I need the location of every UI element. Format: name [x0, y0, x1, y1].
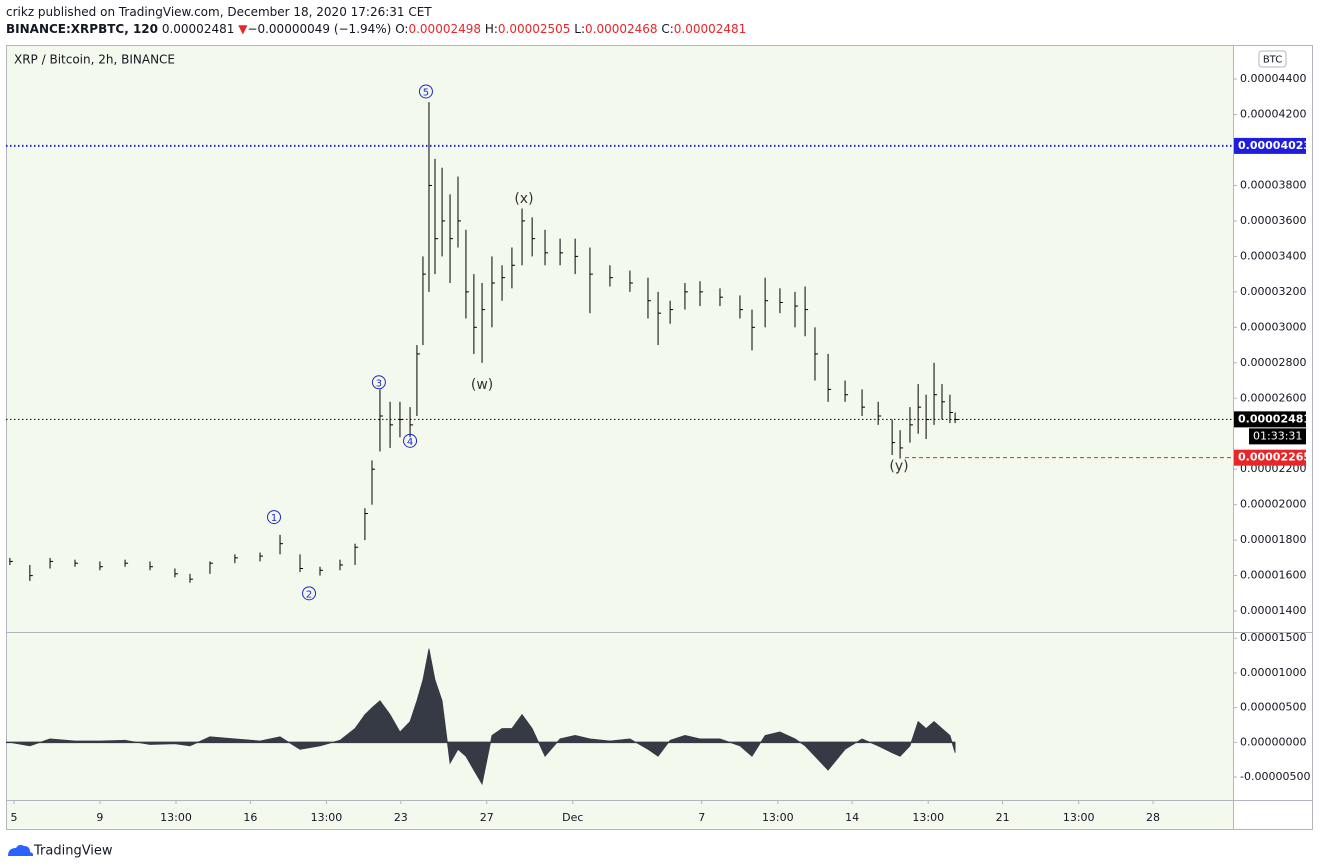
chart-border: [6, 45, 1313, 830]
y-tick-label: -0.00000500: [1240, 770, 1310, 783]
price-label-box: [1234, 449, 1306, 466]
currency-button[interactable]: [1258, 50, 1287, 68]
x-tick-label: 5: [10, 811, 17, 824]
x-tick-label: 9: [96, 811, 103, 824]
x-tick-label: 13:00: [160, 811, 192, 824]
y-tick-label: 0.00004400: [1240, 72, 1306, 85]
wave-label: (x): [514, 191, 533, 207]
symbol: BINANCE:XRPBTC, 120: [6, 22, 158, 36]
y-tick-label: 0.00003400: [1240, 249, 1306, 262]
tradingview-logo: [8, 844, 34, 856]
ohlc: O:0.00002498 H:0.00002505 L:0.00002468 C…: [395, 22, 746, 36]
y-tick-label: 0.00002800: [1240, 356, 1306, 369]
x-tick-label: 7: [698, 811, 705, 824]
wave-label: 5: [423, 87, 429, 98]
y-tick-label: 0.00003000: [1240, 320, 1306, 333]
x-tick-label: Dec: [562, 811, 583, 824]
y-tick-label: 0.00001500: [1240, 631, 1306, 644]
wave-circle: [418, 84, 433, 99]
y-tick-label: 0.00003200: [1240, 285, 1306, 298]
price-label-box: [1234, 411, 1306, 428]
x-tick-label: 16: [243, 811, 257, 824]
ohlc-label: O:: [395, 22, 409, 36]
x-tick-label: 14: [845, 811, 859, 824]
ohlc-value: 0.00002481: [673, 22, 747, 36]
x-tick-label: 13:00: [912, 811, 944, 824]
last-price: 0.00002481: [161, 22, 235, 36]
y-tick-label: 0.00002000: [1240, 498, 1306, 511]
wave-label: 4: [407, 437, 413, 448]
chart-background: [6, 45, 1233, 830]
x-tick-label: 13:00: [762, 811, 794, 824]
y-tick-label: 0.00002600: [1240, 391, 1306, 404]
author-line: crikz published on TradingView.com, Dece…: [6, 5, 432, 19]
oscillator-area: [9, 648, 956, 786]
price-label: 0.00002265: [1238, 451, 1311, 464]
y-tick-label: 0.00001000: [1240, 666, 1306, 679]
price-label: 0.00002481: [1238, 412, 1311, 425]
price-label: 0.00004023: [1238, 139, 1311, 152]
wave-label: (y): [889, 459, 908, 475]
footer: TradingView: [33, 844, 113, 859]
x-tick-label: 13:00: [1063, 811, 1095, 824]
down-arrow: ▼: [238, 22, 248, 36]
header: crikz published on TradingView.com, Dece…: [6, 4, 746, 38]
wave-circle: [267, 510, 282, 525]
wave-label: 2: [306, 589, 312, 600]
ohlc-value: 0.00002468: [585, 22, 658, 36]
y-tick-label: 0.00001400: [1240, 604, 1306, 617]
ohlc-label: C:: [661, 22, 674, 36]
x-tick-label: 21: [996, 811, 1010, 824]
ohlc-label: H:: [484, 22, 498, 36]
y-tick-label: 0.00001600: [1240, 569, 1306, 582]
wave-label: 3: [376, 378, 382, 389]
x-tick-label: 23: [394, 811, 408, 824]
wave-label: (w): [471, 377, 493, 393]
y-tick-label: 0.00000000: [1240, 735, 1306, 748]
wave-circle: [403, 433, 418, 448]
ohlc-value: 0.00002498: [408, 22, 481, 36]
countdown-box: [1249, 428, 1306, 445]
change: −0.00000049 (−1.94%): [247, 22, 392, 36]
x-tick-label: 27: [480, 811, 494, 824]
y-tick-label: 0.00004200: [1240, 108, 1306, 121]
quote-line: BINANCE:XRPBTC, 120 0.00002481 ▼−0.00000…: [6, 21, 746, 38]
y-tick-label: 0.00001800: [1240, 533, 1306, 546]
x-tick-label: 28: [1146, 811, 1160, 824]
ohlc-value: 0.00002505: [497, 22, 571, 36]
y-tick-label: 0.00003800: [1240, 178, 1306, 191]
ohlc-label: L:: [574, 22, 585, 36]
price-label-box: [1234, 137, 1306, 154]
wave-circle: [371, 375, 386, 390]
chart-title: XRP / Bitcoin, 2h, BINANCE: [14, 53, 175, 67]
x-tick-label: 13:00: [311, 811, 343, 824]
logo-icon: [8, 844, 34, 856]
countdown: 01:33:31: [1253, 429, 1302, 442]
y-tick-label: 0.00000500: [1240, 701, 1306, 714]
y-tick-label: 0.00003600: [1240, 214, 1306, 227]
wave-circle: [302, 586, 317, 601]
wave-label: 1: [271, 513, 277, 524]
currency-label: BTC: [1263, 55, 1282, 66]
